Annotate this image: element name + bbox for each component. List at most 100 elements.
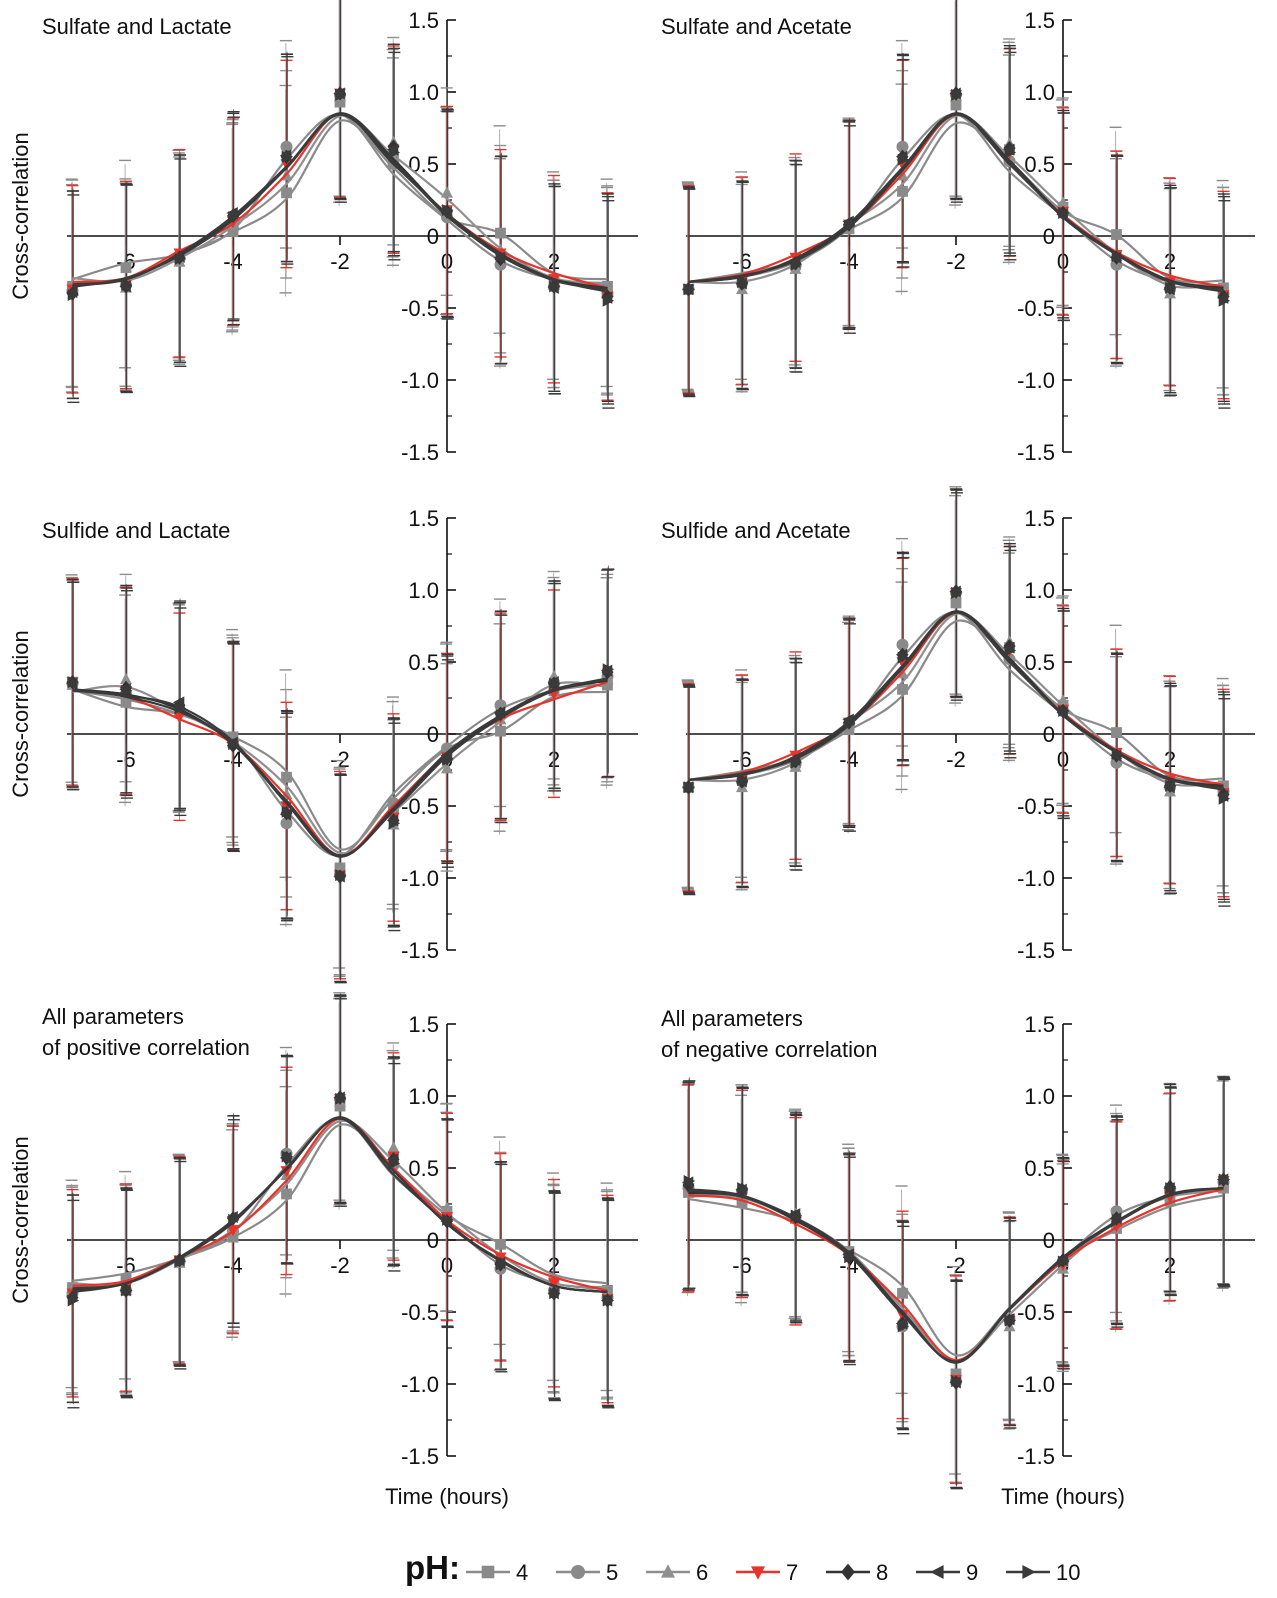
legend-marker — [930, 1565, 944, 1579]
legend-label: 10 — [1056, 1560, 1080, 1585]
y-tick-label: 1.0 — [1024, 80, 1055, 105]
data-point-ph-10 — [683, 781, 696, 794]
chart-title-line: All parameters — [42, 1004, 184, 1029]
data-point-ph-6 — [441, 186, 453, 198]
data-point-ph-10 — [388, 817, 401, 830]
series-line-ph-9 — [688, 112, 1224, 291]
y-tick-label: 1.5 — [1024, 8, 1055, 33]
data-point-ph-7 — [173, 711, 186, 724]
data-point-ph-10 — [1111, 748, 1124, 761]
series-line-ph-10 — [72, 677, 608, 857]
data-point-ph-4 — [897, 683, 908, 695]
data-point-ph-10 — [388, 1157, 401, 1170]
data-point-ph-10 — [495, 250, 508, 263]
data-point-ph-5 — [280, 140, 293, 153]
chart-panel-3: 1.51.00.50-0.5-1.0-1.5-6-4-202Sulfide an… — [8, 506, 638, 984]
data-point-ph-4 — [334, 96, 346, 108]
legend-marker — [481, 1565, 495, 1579]
data-point-ph-10 — [1218, 1173, 1231, 1186]
data-point-ph-10 — [442, 1213, 454, 1226]
data-point-ph-10 — [281, 1150, 294, 1163]
data-point-ph-10 — [844, 219, 856, 232]
data-point-ph-10 — [174, 1255, 187, 1268]
legend-label: 7 — [786, 1560, 798, 1585]
data-point-ph-6 — [387, 1141, 400, 1153]
data-point-ph-10 — [1165, 779, 1177, 792]
x-tick-label: -2 — [330, 249, 350, 274]
legend-label: 5 — [606, 1560, 618, 1585]
legend-marker — [661, 1564, 675, 1578]
data-point-ph-10 — [951, 1375, 963, 1388]
chart-title-line: of positive correlation — [42, 1035, 250, 1060]
data-point-ph-10 — [951, 88, 963, 101]
y-tick-label: 0 — [427, 1228, 439, 1253]
data-point-ph-6 — [1057, 694, 1069, 706]
x-axis-label: Time (hours) — [385, 1484, 509, 1509]
y-tick-label: 1.5 — [408, 1012, 439, 1037]
legend-marker — [571, 1565, 585, 1579]
y-axis-label: Cross-correlation — [8, 132, 33, 300]
chart-panel-5: 1.51.00.50-0.5-1.0-1.5-6-4-202All parame… — [8, 992, 638, 1509]
y-tick-label: 1.0 — [408, 1084, 439, 1109]
data-point-ph-10 — [897, 153, 910, 166]
y-axis-label: Cross-correlation — [8, 630, 33, 798]
y-tick-label: 1.0 — [408, 80, 439, 105]
data-point-ph-7 — [548, 1278, 560, 1290]
chart-panel-1: 1.51.00.50-0.5-1.0-1.5-6-4-202Sulfate an… — [8, 0, 638, 465]
data-point-ph-10 — [335, 1092, 347, 1105]
data-point-ph-10 — [228, 738, 240, 751]
data-point-ph-7 — [227, 1225, 239, 1237]
legend-title: pH: — [405, 1549, 460, 1586]
chart-panel-4: 1.51.00.50-0.5-1.0-1.5-6-4-202Sulfide an… — [661, 486, 1255, 963]
data-point-ph-10 — [121, 1284, 133, 1297]
chart-panel-2: 1.51.00.50-0.5-1.0-1.5-6-4-202Sulfate an… — [661, 0, 1255, 465]
series-line-ph-10 — [688, 611, 1224, 791]
y-tick-label: 0.5 — [1024, 1156, 1055, 1181]
legend-marker — [841, 1563, 855, 1581]
data-point-ph-10 — [1058, 206, 1070, 219]
data-point-ph-10 — [737, 774, 749, 787]
legend-label: 8 — [876, 1560, 888, 1585]
y-tick-label: 1.5 — [1024, 1012, 1055, 1037]
data-point-ph-10 — [388, 146, 401, 159]
data-point-ph-10 — [335, 88, 347, 101]
y-tick-label: 1.5 — [408, 8, 439, 33]
y-tick-label: -1.0 — [1017, 866, 1055, 891]
data-point-ph-10 — [1218, 792, 1231, 805]
data-point-ph-5 — [896, 140, 909, 153]
legend-entry-7: 7 — [736, 1560, 798, 1585]
data-point-ph-10 — [602, 663, 615, 676]
data-point-ph-10 — [174, 702, 187, 715]
data-point-ph-10 — [1058, 1255, 1070, 1268]
x-tick-label: -2 — [330, 747, 350, 772]
data-point-ph-4 — [897, 185, 908, 197]
data-point-ph-10 — [844, 1251, 856, 1264]
data-point-ph-5 — [896, 638, 909, 651]
series-line-ph-10 — [688, 1186, 1224, 1363]
y-tick-label: -0.5 — [401, 1300, 439, 1325]
data-point-ph-10 — [602, 1294, 615, 1307]
chart-title: All parameters of positive correlation — [42, 1004, 250, 1060]
data-point-ph-10 — [790, 1209, 803, 1222]
y-tick-label: 0.5 — [1024, 152, 1055, 177]
y-tick-label: -1.0 — [1017, 1372, 1055, 1397]
legend-label: 9 — [966, 1560, 978, 1585]
y-tick-label: 1.5 — [1024, 506, 1055, 531]
data-point-ph-10 — [549, 677, 561, 690]
data-point-ph-4 — [736, 1197, 748, 1208]
data-point-ph-10 — [1004, 644, 1017, 657]
data-point-ph-10 — [737, 1182, 749, 1195]
data-point-ph-5 — [280, 817, 293, 830]
data-point-ph-10 — [495, 709, 508, 722]
data-point-ph-4 — [495, 1238, 506, 1250]
y-tick-label: 0 — [427, 224, 439, 249]
y-tick-label: 0 — [427, 722, 439, 747]
y-tick-label: 1.0 — [1024, 1084, 1055, 1109]
x-tick-label: -2 — [330, 1253, 350, 1278]
y-tick-label: -1.5 — [1017, 440, 1055, 465]
data-point-ph-10 — [495, 1258, 508, 1271]
legend-marker — [1022, 1565, 1036, 1579]
data-point-ph-4 — [120, 1273, 132, 1285]
data-point-ph-4 — [1111, 727, 1122, 738]
